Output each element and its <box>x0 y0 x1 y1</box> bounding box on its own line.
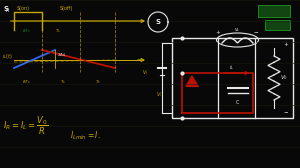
Bar <box>172 38 293 118</box>
Bar <box>258 5 290 17</box>
Text: S(on): S(on) <box>17 6 30 11</box>
Text: S(off): S(off) <box>60 6 74 11</box>
Text: $\delta T_s$: $\delta T_s$ <box>22 78 31 86</box>
Text: $I_R = I_L = \dfrac{V_0}{R}$: $I_R = I_L = \dfrac{V_0}{R}$ <box>3 115 48 137</box>
Polygon shape <box>186 76 198 86</box>
Text: $T_s$: $T_s$ <box>95 78 101 86</box>
Text: $V_i$: $V_i$ <box>156 90 162 99</box>
Text: S: S <box>155 19 160 25</box>
Text: −: − <box>254 30 258 34</box>
Text: $V_0$: $V_0$ <box>280 74 288 82</box>
Text: $\delta T_s$: $\delta T_s$ <box>22 27 31 35</box>
Text: −: − <box>283 110 288 115</box>
Text: $T_s$: $T_s$ <box>55 27 61 35</box>
Text: $V_i$: $V_i$ <box>142 68 148 77</box>
Text: $i_L(t)$: $i_L(t)$ <box>2 52 13 61</box>
Text: $i_L$: $i_L$ <box>230 64 235 72</box>
Text: $I_{Lmin} = I.$: $I_{Lmin} = I.$ <box>70 130 101 142</box>
Bar <box>265 20 290 30</box>
Text: C: C <box>235 100 239 105</box>
Text: S: S <box>3 6 8 12</box>
Text: R: R <box>5 8 8 13</box>
Text: $T_s$: $T_s$ <box>60 78 66 86</box>
Text: $2\Delta i_L$: $2\Delta i_L$ <box>57 51 67 59</box>
Text: +: + <box>216 30 220 34</box>
Text: +: + <box>283 43 288 48</box>
Text: $v_L$: $v_L$ <box>234 26 240 34</box>
